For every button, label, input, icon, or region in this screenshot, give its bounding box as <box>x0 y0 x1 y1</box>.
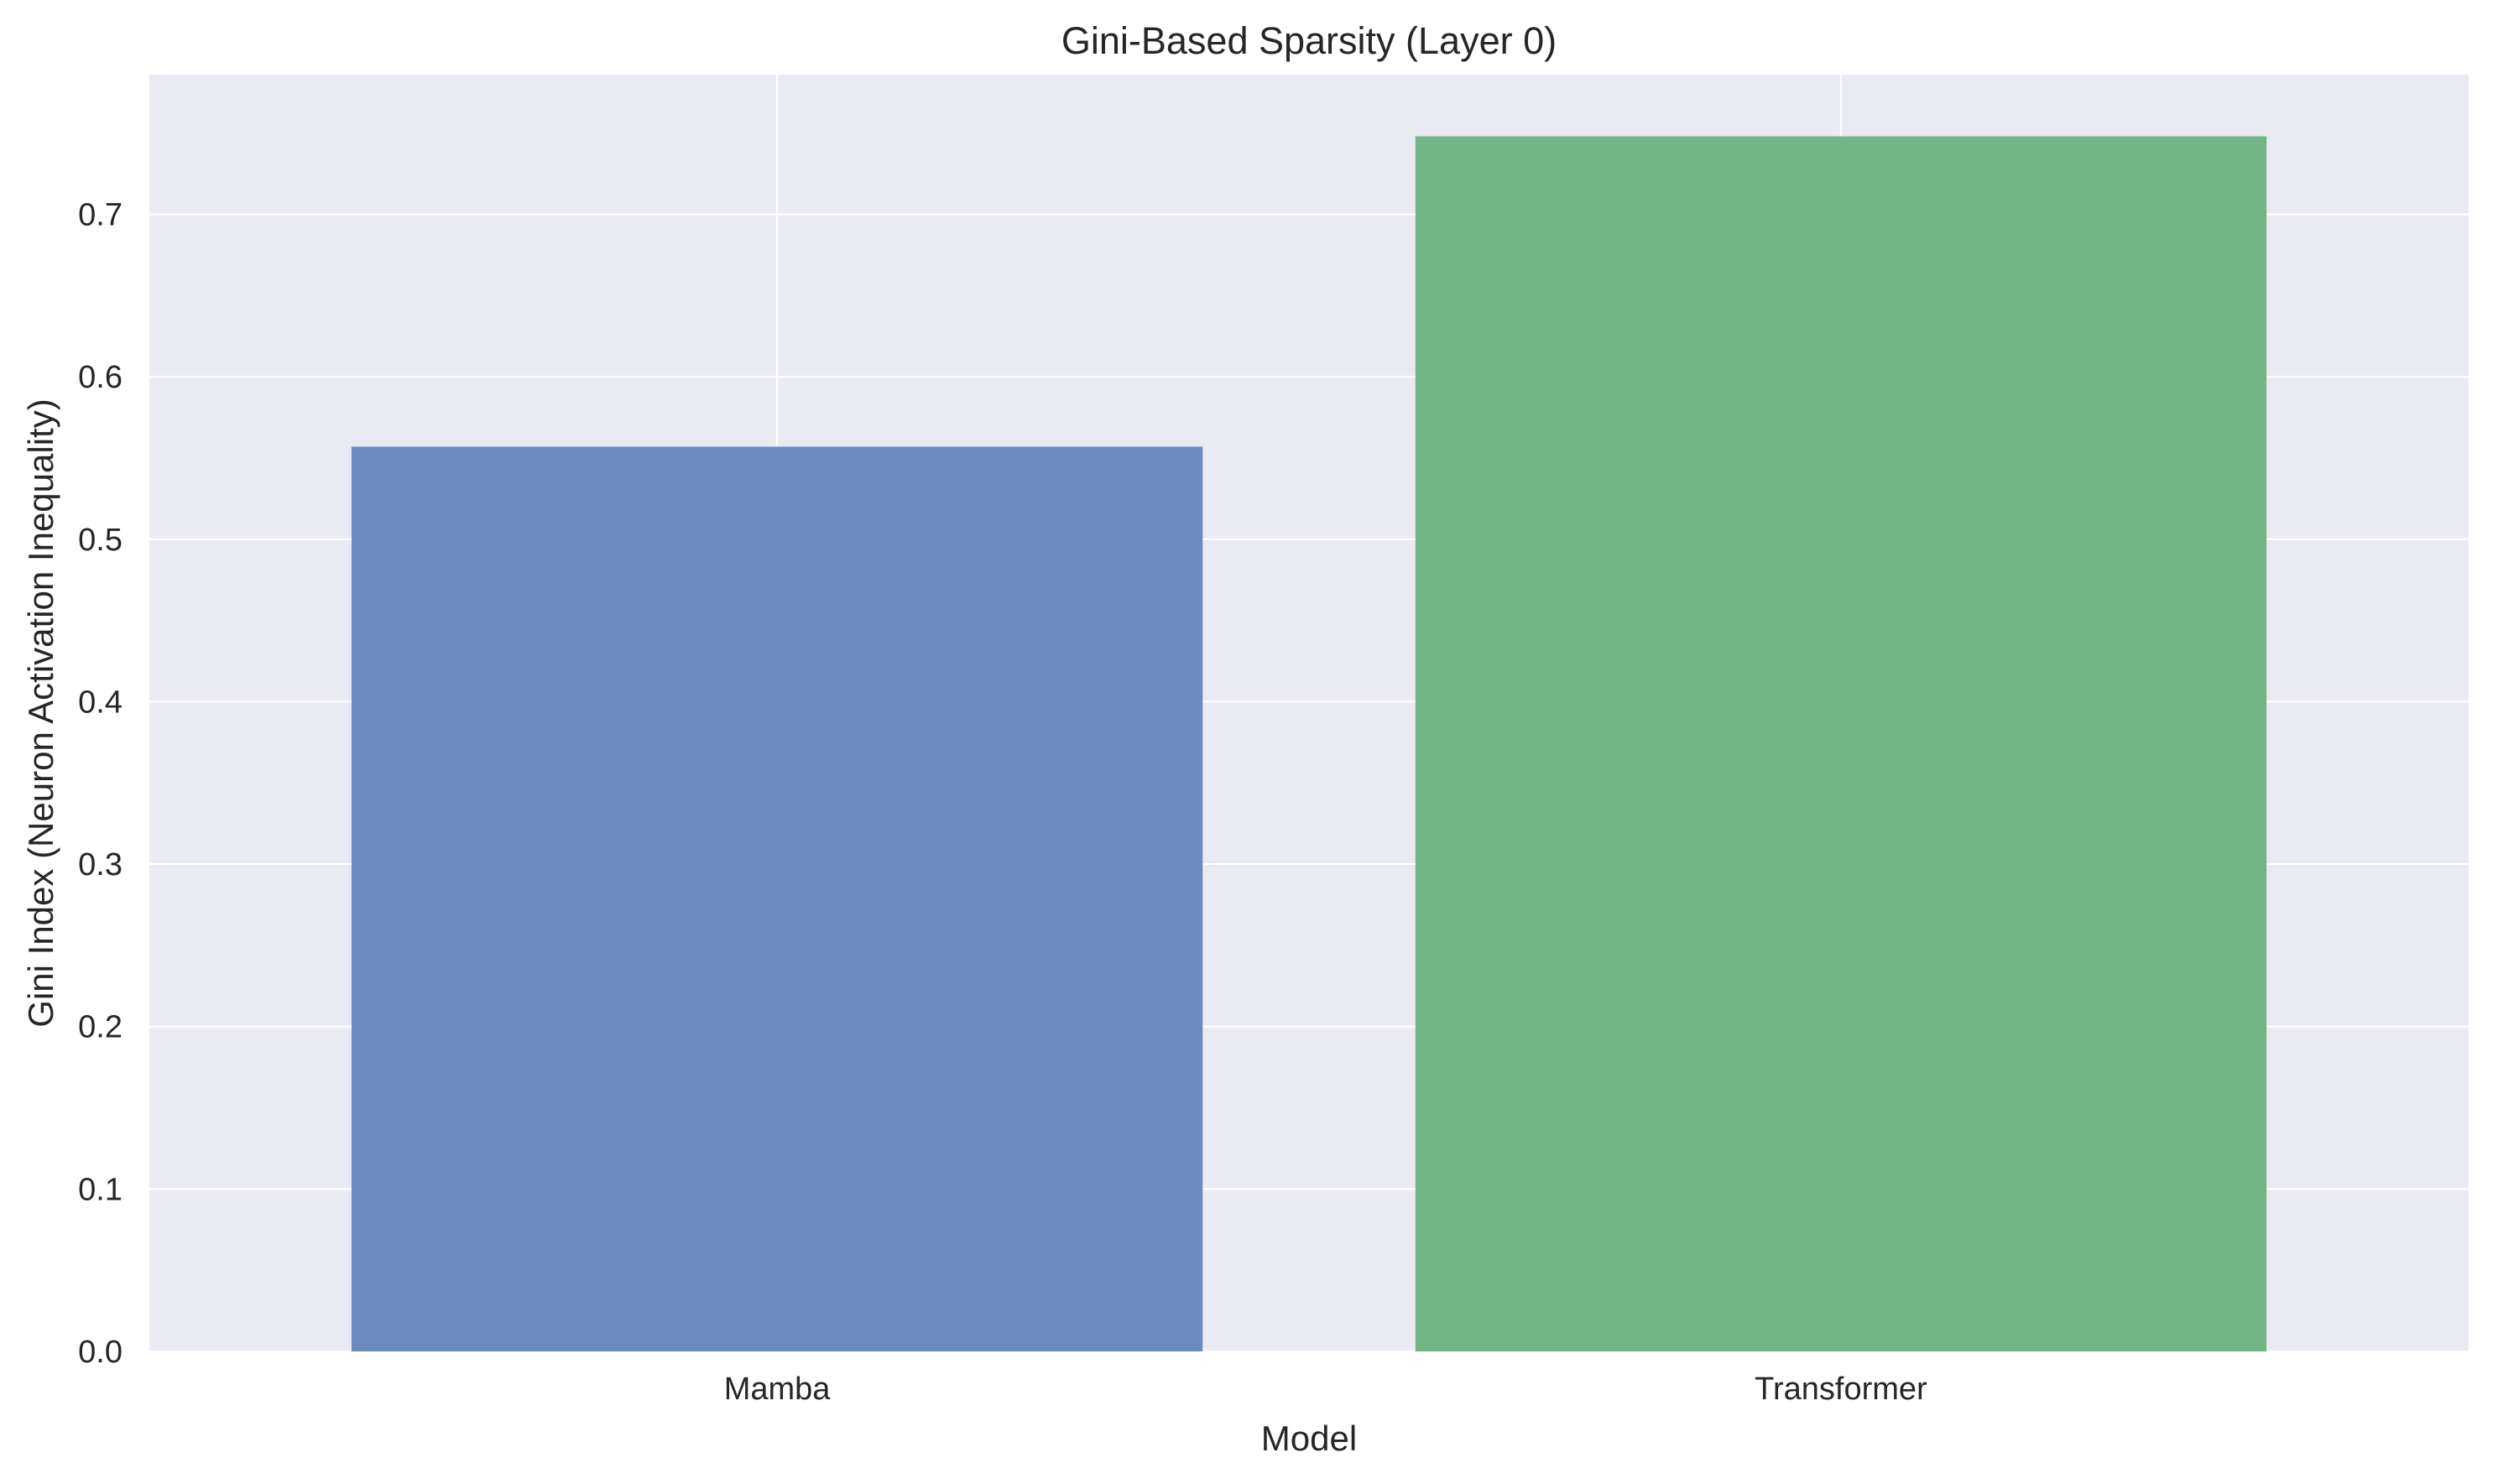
x-axis-ticks: Mamba Transformer <box>724 1372 1927 1407</box>
y-tick-label: 0.5 <box>78 523 123 558</box>
y-tick-label: 0.1 <box>78 1172 123 1207</box>
y-tick-label: 0.6 <box>78 360 123 395</box>
y-axis-ticks: 0.0 0.1 0.2 0.3 0.4 0.5 0.6 0.7 <box>78 198 123 1370</box>
y-tick-label: 0.0 <box>78 1335 123 1370</box>
y-tick-label: 0.2 <box>78 1010 123 1045</box>
bar-mamba <box>351 446 1203 1351</box>
x-tick-label: Transformer <box>1755 1372 1927 1407</box>
y-axis-label: Gini Index (Neuron Activation Inequality… <box>21 398 60 1027</box>
y-tick-label: 0.3 <box>78 847 123 883</box>
bar-transformer <box>1415 136 2267 1351</box>
x-axis-label: Model <box>1261 1419 1357 1458</box>
chart-title: Gini-Based Sparsity (Layer 0) <box>1061 19 1557 62</box>
x-tick-label: Mamba <box>724 1372 832 1407</box>
y-tick-label: 0.7 <box>78 198 123 233</box>
bars <box>351 136 2267 1351</box>
y-tick-label: 0.4 <box>78 685 123 720</box>
